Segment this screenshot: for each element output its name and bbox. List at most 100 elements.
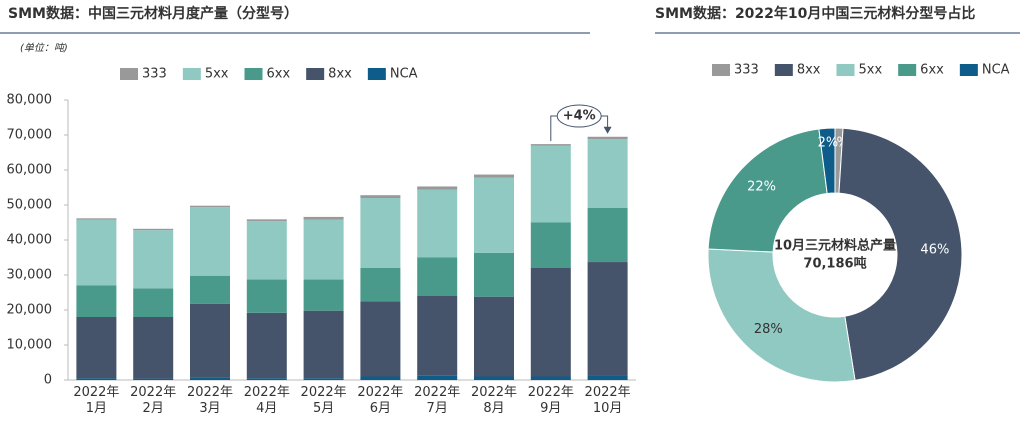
- legend-swatch: [306, 68, 325, 80]
- x-tick-label: 2022年 7月: [414, 385, 461, 416]
- bar-segment: [530, 144, 571, 146]
- x-tick-label: 2022年 4月: [243, 385, 290, 416]
- bar-segment: [360, 195, 401, 198]
- bar-segment: [76, 285, 117, 317]
- legend-swatch: [898, 64, 917, 76]
- x-tick-label: 2022年 8月: [470, 385, 518, 416]
- y-tick-label: 10,000: [7, 338, 53, 353]
- y-tick-label: 0: [44, 373, 52, 388]
- x-tick-label: 2022年 9月: [527, 385, 574, 416]
- legend-label: NCA: [390, 67, 418, 82]
- annotation-arrow: [603, 126, 612, 134]
- bar-segment: [190, 205, 230, 208]
- legend-swatch: [836, 64, 855, 76]
- bar-segment: [246, 221, 287, 280]
- x-tick-label: 2022年 3月: [186, 385, 234, 416]
- y-tick-label: 50,000: [7, 198, 53, 213]
- bar-segment: [190, 377, 230, 380]
- bar-segment: [417, 257, 458, 296]
- x-tick-label: 2022年 2月: [130, 385, 177, 416]
- legend-label: 8xx: [797, 63, 821, 78]
- bar-segment: [474, 252, 514, 297]
- bar-segment: [303, 219, 344, 280]
- bar-segment: [587, 375, 628, 380]
- bar-segment: [587, 207, 628, 263]
- bar-segment: [474, 174, 514, 178]
- bar-segment: [76, 218, 117, 220]
- bar-segment: [360, 376, 401, 380]
- y-tick-label: 20,000: [7, 303, 53, 318]
- bar-segment: [417, 375, 458, 380]
- bar-segment: [303, 378, 344, 380]
- legend-swatch: [774, 64, 793, 76]
- x-tick-label: 2022年 10月: [584, 385, 631, 416]
- y-tick-label: 80,000: [7, 93, 53, 108]
- bar-segment: [417, 186, 458, 190]
- bar-segment: [587, 136, 628, 140]
- bar-segment: [417, 296, 458, 376]
- legend-label: 6xx: [920, 63, 944, 78]
- annotation-bubble: [556, 104, 602, 128]
- legend-swatch: [959, 64, 978, 76]
- center-label: 10月三元材料总产量: [774, 238, 896, 254]
- x-tick-label: 2022年 5月: [300, 385, 347, 416]
- bar-segment: [303, 216, 344, 220]
- bar-segment: [190, 303, 230, 378]
- legend-swatch: [120, 68, 138, 80]
- bar-segment: [133, 378, 174, 380]
- x-tick-label: 2022年 1月: [73, 385, 120, 416]
- bar-segment: [530, 145, 571, 223]
- bar-segment: [76, 317, 117, 379]
- slice-label: 28%: [754, 322, 783, 337]
- legend-label: 5xx: [859, 63, 883, 78]
- legend-label: 5xx: [205, 67, 229, 82]
- bar-segment: [303, 279, 344, 311]
- bar-segment: [246, 378, 287, 380]
- y-tick-label: 30,000: [7, 268, 53, 283]
- bar-segment: [190, 207, 230, 276]
- pie-title: SMM数据：2022年10月中国三元材料分型号占比: [655, 5, 975, 22]
- donut-slice: [707, 128, 828, 253]
- slice-label: 46%: [920, 243, 949, 258]
- bar-segment: [76, 378, 117, 380]
- legend-label: 6xx: [267, 67, 291, 82]
- bar-segment: [190, 275, 230, 304]
- donut-slice: [838, 127, 963, 381]
- legend-swatch: [182, 68, 201, 80]
- bar-segment: [587, 262, 628, 376]
- bar-segment: [474, 296, 514, 377]
- legend-label: 333: [142, 67, 167, 82]
- bar-segment: [133, 288, 174, 317]
- bar-segment: [133, 317, 174, 379]
- donut-slice: [707, 248, 856, 383]
- bar-segment: [417, 189, 458, 258]
- bar-segment: [360, 268, 401, 302]
- legend-label: 333: [734, 63, 759, 78]
- unit-label: (单位：吨): [20, 42, 68, 54]
- bar-segment: [303, 310, 344, 379]
- slice-label: 2%: [818, 136, 839, 151]
- bar-segment: [587, 139, 628, 208]
- bar-segment: [246, 312, 287, 379]
- center-label: 70,186吨: [803, 256, 866, 272]
- legend-label: NCA: [982, 63, 1010, 78]
- bar-segment: [76, 219, 117, 286]
- legend-swatch: [712, 64, 730, 76]
- legend-swatch: [244, 68, 263, 80]
- bar-segment: [530, 222, 571, 268]
- y-tick-label: 40,000: [7, 233, 53, 248]
- bar-segment: [474, 376, 514, 380]
- bar-segment: [246, 279, 287, 313]
- annotation: +4%: [563, 109, 596, 124]
- slice-label: 22%: [747, 180, 776, 195]
- legend-swatch: [367, 68, 386, 80]
- y-tick-label: 60,000: [7, 163, 53, 178]
- bar-segment: [474, 177, 514, 253]
- bar-segment: [133, 228, 174, 231]
- bar-title: SMM数据：中国三元材料月度产量（分型号）: [8, 5, 298, 22]
- y-tick-label: 70,000: [7, 128, 53, 143]
- bar-segment: [360, 198, 401, 268]
- bar-segment: [530, 376, 571, 380]
